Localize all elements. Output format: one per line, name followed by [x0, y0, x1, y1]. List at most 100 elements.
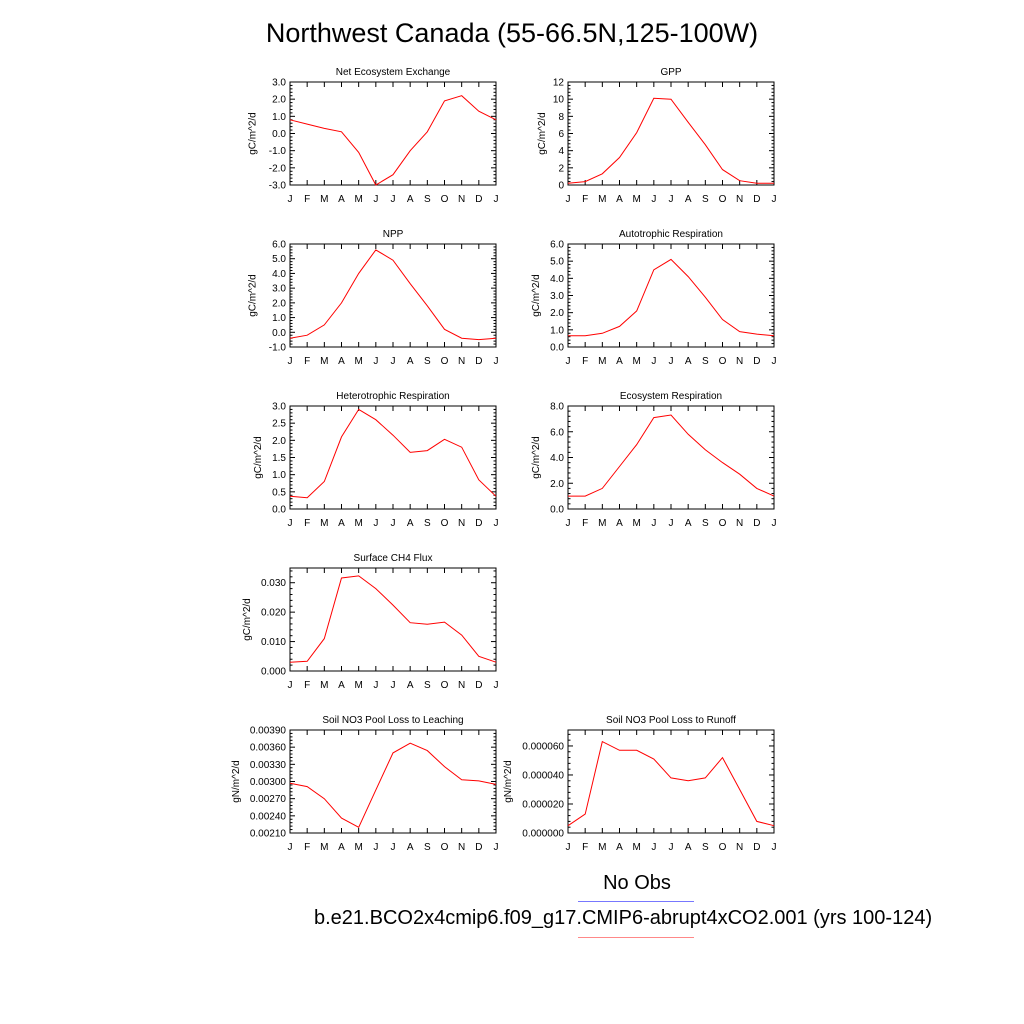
x-tick-label: J [566, 194, 571, 205]
y-axis-label: gC/m^2/d [531, 436, 542, 479]
plot-frame [289, 729, 497, 834]
y-tick-label: 4 [558, 146, 564, 157]
plot-frame [567, 81, 775, 186]
y-tick-label: 0.5 [272, 487, 286, 498]
y-tick-label: 0.0 [272, 505, 286, 516]
x-tick-label: D [753, 842, 760, 853]
y-tick-label: 2.0 [550, 479, 564, 490]
y-tick-label: 2.0 [272, 298, 286, 309]
y-tick-label: 0.010 [261, 637, 286, 648]
x-tick-label: J [651, 194, 656, 205]
x-tick-label: A [616, 356, 623, 367]
x-tick-label: A [338, 842, 345, 853]
series-line [567, 740, 775, 827]
x-tick-label: M [320, 842, 328, 853]
y-tick-label: -1.0 [269, 146, 287, 157]
chart-title: Net Ecosystem Exchange [336, 67, 451, 78]
x-tick-label: M [354, 842, 362, 853]
plot-frame [567, 405, 775, 510]
x-tick-label: N [458, 194, 465, 205]
y-tick-label: 0.0 [272, 328, 286, 339]
y-tick-label: 6.0 [550, 240, 564, 251]
x-tick-label: M [632, 518, 640, 529]
chart-panel: J F M A M J J A S O N D J0.002100.002400.002700.0030… [231, 715, 499, 853]
series-line [289, 408, 497, 499]
y-tick-label: 2 [558, 163, 564, 174]
x-tick-label: J [566, 518, 571, 529]
x-tick-label: J [494, 194, 499, 205]
y-axis-label: gN/m^2/d [231, 760, 242, 803]
x-tick-label: A [407, 356, 414, 367]
series-line [567, 97, 774, 184]
x-tick-label: F [582, 356, 588, 367]
series-line [289, 95, 497, 186]
x-tick-label: M [320, 194, 328, 205]
series-line [289, 575, 497, 663]
x-tick-label: J [669, 842, 674, 853]
y-tick-label: 5.0 [550, 257, 564, 268]
x-tick-label: F [582, 194, 588, 205]
y-tick-label: 0.0 [550, 343, 564, 354]
x-tick-label: A [407, 518, 414, 529]
y-tick-label: 8.0 [550, 402, 564, 413]
x-tick-label: M [354, 680, 362, 691]
x-tick-label: J [494, 356, 499, 367]
y-axis-label: gC/m^2/d [242, 598, 253, 641]
y-tick-label: 12 [553, 78, 565, 89]
chart-title: Surface CH4 Flux [354, 553, 433, 564]
x-tick-label: J [669, 356, 674, 367]
x-tick-label: D [475, 680, 482, 691]
x-tick-label: J [373, 194, 378, 205]
x-tick-label: O [441, 680, 449, 691]
y-tick-label: 0.00390 [250, 726, 287, 737]
legend-case-line [578, 937, 694, 938]
chart-title: Soil NO3 Pool Loss to Runoff [606, 715, 736, 726]
x-tick-label: S [702, 356, 709, 367]
series-line [568, 414, 775, 497]
y-tick-label: 1.0 [272, 470, 286, 481]
y-tick-label: 2.5 [272, 419, 286, 430]
plot-frame [567, 729, 775, 834]
x-tick-label: J [288, 194, 293, 205]
y-tick-label: 0.00330 [250, 760, 287, 771]
y-axis-label: gN/m^2/d [503, 760, 514, 803]
x-tick-label: J [772, 518, 777, 529]
x-tick-label: F [304, 356, 310, 367]
y-tick-label: 0.000060 [522, 741, 564, 752]
plot-frame [289, 243, 497, 348]
x-tick-label: M [320, 680, 328, 691]
x-tick-label: M [354, 356, 362, 367]
x-tick-label: J [288, 842, 293, 853]
y-tick-label: 1.0 [550, 325, 564, 336]
y-tick-label: 0 [558, 181, 564, 192]
x-tick-label: J [669, 518, 674, 529]
x-tick-label: J [494, 680, 499, 691]
x-tick-label: O [719, 194, 727, 205]
x-tick-label: O [719, 518, 727, 529]
page-title: Northwest Canada (55-66.5N,125-100W) [265, 18, 759, 48]
x-tick-label: A [685, 356, 692, 367]
x-tick-label: M [320, 356, 328, 367]
x-tick-label: O [441, 842, 449, 853]
x-tick-label: O [441, 194, 449, 205]
x-tick-label: D [475, 356, 482, 367]
y-tick-label: 8 [558, 112, 564, 123]
y-tick-label: 0.030 [261, 578, 286, 589]
x-tick-label: N [458, 518, 465, 529]
x-tick-label: S [702, 842, 709, 853]
y-tick-label: 2.0 [272, 436, 286, 447]
y-tick-label: 2.0 [272, 95, 286, 106]
x-tick-label: O [441, 356, 449, 367]
y-tick-label: 6.0 [272, 240, 286, 251]
plot-frame [289, 405, 497, 510]
y-axis-label: gC/m^2/d [531, 274, 542, 317]
chart-panel: J F M A M J J A S O N D J0.0000000.0000200.0000400.0… [503, 715, 776, 853]
y-tick-label: 0.020 [261, 608, 286, 619]
y-tick-label: 0.0 [550, 505, 564, 516]
y-tick-label: 0.00270 [250, 794, 287, 805]
x-tick-label: A [685, 194, 692, 205]
x-tick-label: J [391, 842, 396, 853]
y-tick-label: 0.000040 [522, 770, 564, 781]
series-line [289, 742, 497, 828]
